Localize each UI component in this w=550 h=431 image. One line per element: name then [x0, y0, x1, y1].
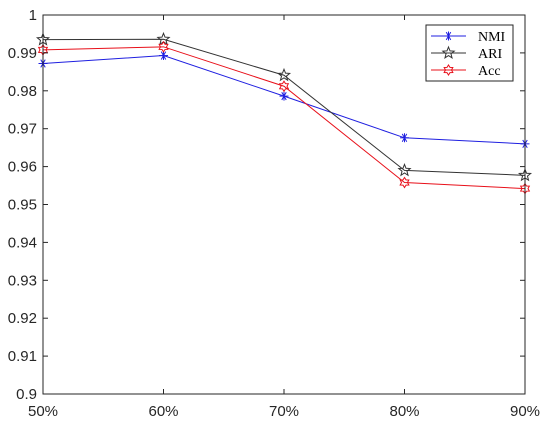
x-tick-labels: 50% 60% 70% 80% 90%: [28, 403, 540, 420]
y-tick-label: 0.97: [8, 121, 37, 138]
data-point-nmi: [279, 91, 289, 101]
y-tick-label: 0.96: [8, 159, 37, 176]
plot-axes: [42, 14, 526, 395]
x-tick-label: 50%: [28, 403, 58, 420]
y-tick-label: 0.92: [8, 310, 37, 327]
legend-label-acc: Acc: [478, 64, 501, 79]
series-line-acc: [42, 46, 526, 190]
data-point-ari: [397, 163, 412, 177]
data-point-nmi: [400, 133, 409, 143]
x-tick-label: 60%: [148, 403, 178, 420]
data-point-acc: [158, 40, 169, 53]
legend: NMI ARI Acc: [425, 24, 514, 82]
legend-marker-nmi: [444, 31, 453, 41]
data-point-acc: [399, 176, 410, 189]
legend-label-ari: ARI: [478, 47, 502, 62]
x-tick-label: 80%: [389, 403, 419, 420]
y-tick-label: 0.91: [8, 348, 37, 365]
y-tick-label: 1: [29, 7, 37, 24]
series-line-ari: [42, 38, 526, 176]
y-tick-label: 0.98: [8, 83, 37, 100]
x-tick-label: 70%: [269, 403, 299, 420]
y-tick-label: 0.94: [8, 234, 37, 251]
legend-marker-ari: [441, 45, 456, 59]
y-tick-label: 0.93: [8, 272, 37, 289]
data-point-ari: [276, 67, 292, 82]
legend-label-nmi: NMI: [478, 30, 506, 45]
y-tick-label: 0.99: [8, 45, 37, 62]
y-tick-label: 0.9: [16, 386, 37, 403]
y-tick-label: 0.95: [8, 197, 37, 214]
data-point-acc: [278, 80, 290, 93]
x-tick-label: 90%: [510, 403, 540, 420]
plot-lines: [35, 31, 533, 195]
legend-marker-acc: [443, 64, 454, 76]
y-tick-labels: 0.9 0.91 0.92 0.93 0.94 0.95 0.96 0.97 0.98 0.99 1: [8, 7, 37, 403]
